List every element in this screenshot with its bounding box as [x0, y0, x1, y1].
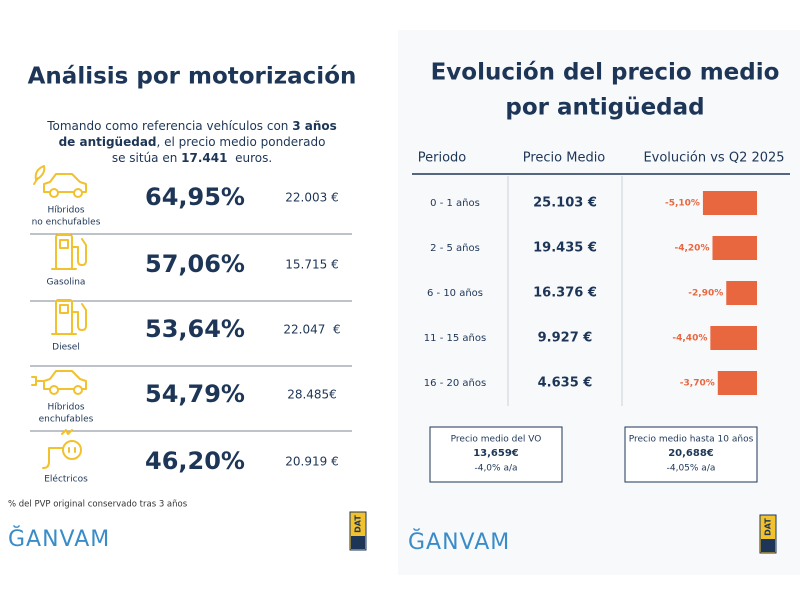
dat-badge-text: DAT	[354, 515, 363, 533]
icon-pump	[51, 234, 87, 270]
dat-badge-band	[351, 536, 365, 549]
period-price: 25.103 €	[533, 196, 597, 211]
intro-line: se sitúa en 17.441 euros.	[112, 151, 272, 165]
icon-stroke	[51, 238, 87, 270]
motor-percent: 54,79%	[145, 380, 245, 408]
icon-electric	[42, 429, 82, 469]
summary-value: 20,688€	[668, 448, 714, 459]
change-label: -5,10%	[665, 199, 700, 209]
motor-percent: 57,06%	[145, 250, 245, 278]
icon-stroke	[49, 188, 59, 198]
dat-badge-text: DAT	[764, 518, 773, 536]
motor-percent: 53,64%	[145, 315, 245, 343]
icon-stroke	[62, 440, 82, 460]
summary-title: Precio medio hasta 10 años	[629, 435, 754, 445]
intro-segment: euros.	[227, 151, 272, 165]
icon-stroke	[43, 173, 87, 193]
ganvam-logo: ĞANVAM	[8, 526, 110, 552]
dat-badge-band	[761, 539, 775, 552]
motor-label: enchufables	[39, 415, 94, 425]
icon-stroke	[73, 385, 83, 395]
period-price: 4.635 €	[538, 376, 593, 391]
motor-label: no enchufables	[32, 218, 101, 228]
change-bar	[702, 191, 757, 215]
right-title: Evolución del precio medio	[431, 60, 780, 86]
motor-label: Diesel	[52, 343, 80, 353]
icon-stroke	[73, 188, 83, 198]
motor-price: 28.485€	[287, 388, 337, 402]
column-header: Evolución vs Q2 2025	[643, 151, 784, 166]
icon-stroke	[43, 370, 87, 390]
icon-stroke	[42, 429, 76, 469]
intro-segment: 3 años	[292, 119, 337, 133]
intro-segment: , el precio medio ponderado	[157, 135, 326, 149]
intro-line: de antigüedad, el precio medio ponderado	[59, 135, 326, 149]
intro-line: Tomando como referencia vehículos con 3 …	[46, 119, 337, 133]
period-price: 9.927 €	[538, 331, 593, 346]
icon-stroke	[59, 304, 69, 314]
icon-pump	[51, 299, 87, 335]
intro-segment: Tomando como referencia vehículos con	[46, 119, 292, 133]
motor-percent: 64,95%	[145, 183, 245, 211]
intro-segment: de antigüedad	[59, 135, 157, 149]
column-header: Precio Medio	[523, 151, 606, 166]
change-bar	[710, 326, 757, 350]
change-bar	[712, 236, 757, 260]
change-label: -4,40%	[672, 334, 707, 344]
summary-change: -4,05% a/a	[667, 464, 716, 474]
icon-stroke	[33, 165, 46, 185]
icon-plug-car	[31, 370, 87, 395]
summary-value: 13,659€	[473, 448, 519, 459]
ganvam-logo: ĞANVAM	[408, 529, 510, 555]
change-bar	[717, 371, 757, 395]
icon-car	[33, 165, 87, 198]
footnote: % del PVP original conservado tras 3 año…	[8, 500, 188, 510]
period: 0 - 1 años	[430, 198, 480, 209]
summary-title: Precio medio del VO	[451, 435, 542, 445]
change-label: -4,20%	[675, 244, 710, 254]
motor-label: Gasolina	[47, 278, 86, 288]
period-price: 16.376 €	[533, 286, 597, 301]
change-label: -2,90%	[688, 289, 723, 299]
right-title: por antigüedad	[505, 95, 704, 121]
icon-stroke	[59, 239, 69, 249]
icon-stroke	[51, 303, 87, 335]
left-title: Análisis por motorización	[28, 64, 357, 90]
intro-segment: 17.441	[181, 151, 227, 165]
motor-percent: 46,20%	[145, 447, 245, 475]
motor-label: Eléctricos	[44, 474, 88, 485]
intro-segment: se sitúa en	[112, 151, 181, 165]
change-label: -3,70%	[680, 379, 715, 389]
summary-box	[429, 426, 563, 483]
summary-box	[624, 426, 758, 483]
motor-price: 22.047 €	[283, 323, 340, 337]
period-price: 19.435 €	[533, 241, 597, 256]
motor-price: 22.003 €	[285, 191, 338, 205]
column-header: Periodo	[418, 151, 467, 166]
period: 6 - 10 años	[427, 288, 483, 299]
period: 16 - 20 años	[424, 378, 486, 389]
period: 2 - 5 años	[430, 243, 480, 254]
icon-stroke	[31, 376, 45, 386]
motor-label: Híbridos	[47, 403, 84, 413]
motor-price: 20.919 €	[285, 455, 338, 469]
period: 11 - 15 años	[424, 333, 486, 344]
motor-price: 15.715 €	[285, 258, 338, 272]
motor-label: Híbridos	[47, 206, 84, 216]
change-bar	[726, 281, 757, 305]
summary-change: -4,0% a/a	[474, 464, 517, 474]
icon-stroke	[49, 385, 59, 395]
